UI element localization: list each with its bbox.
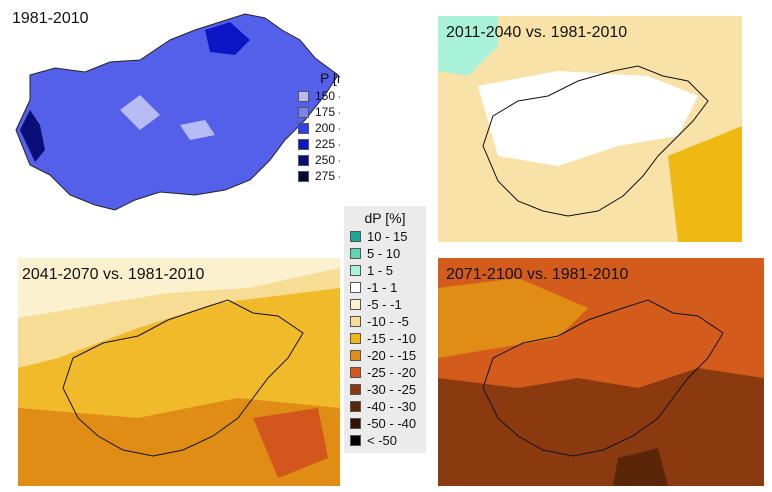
p1-white-zone bbox=[478, 71, 698, 166]
legend-dp-label: 10 - 15 bbox=[367, 229, 408, 244]
legend-p-swatch bbox=[298, 154, 309, 166]
light-region-east bbox=[180, 120, 215, 140]
hungary-outline-p1 bbox=[482, 65, 709, 217]
legend-dp-label: 1 - 5 bbox=[367, 263, 394, 278]
legend-p-item: 275 - 300 bbox=[298, 168, 340, 184]
legend-p-items: 150 - 175 175 - 200 200 - 225 225 - 250 250 … bbox=[298, 88, 340, 184]
legend-p-label: 200 - 225 bbox=[315, 121, 340, 135]
legend-dp-item: -1 - 1 bbox=[350, 279, 420, 296]
legend-dp-label: -5 - -1 bbox=[367, 297, 402, 312]
p2-pale-strip bbox=[18, 258, 340, 318]
legend-p-label: 175 - 200 bbox=[315, 105, 340, 119]
panel-title-2041-2070: 2041-2070 vs. 1981-2010 bbox=[22, 266, 205, 283]
map-p1-svg bbox=[438, 16, 742, 242]
dark-region-northeast bbox=[205, 22, 250, 55]
legend-dp-items: 10 - 15 5 - 10 1 - 5 -1 - 1 -5 - -1 -10 - -5 -… bbox=[350, 228, 420, 449]
legend-dp-swatch bbox=[350, 435, 361, 446]
legend-dp-label: -10 - -5 bbox=[367, 314, 409, 329]
legend-dp-swatch bbox=[350, 350, 361, 361]
p2-red-patch bbox=[253, 408, 328, 478]
map-panel-2041-2070: 2041-2070 vs. 1981-2010 bbox=[18, 258, 340, 486]
legend-p-item: 250 - 275 bbox=[298, 152, 340, 168]
legend-dp-label: 5 - 10 bbox=[367, 246, 401, 261]
legend-p-swatch bbox=[298, 122, 309, 134]
legend-dp-label: -1 - 1 bbox=[367, 280, 398, 295]
legend-p-label: 225 - 250 bbox=[315, 137, 340, 151]
legend-dp-item: 5 - 10 bbox=[350, 245, 420, 262]
legend-dp-item: -25 - -20 bbox=[350, 364, 420, 381]
legend-dp-label: -25 - -20 bbox=[367, 365, 417, 380]
legend-dp-swatch bbox=[350, 418, 361, 429]
legend-dp-item: -20 - -15 bbox=[350, 347, 420, 364]
p4-darkbrown-patch bbox=[613, 448, 668, 486]
legend-p-item: 225 - 250 bbox=[298, 136, 340, 152]
legend-dp-swatch bbox=[350, 248, 361, 259]
legend-dp-label: < -50 bbox=[367, 433, 397, 448]
legend-dp-item: -40 - -30 bbox=[350, 398, 420, 415]
legend-dp-swatch bbox=[350, 231, 361, 242]
legend-p-item: 150 - 175 bbox=[298, 88, 340, 104]
legend-dp-swatch bbox=[350, 316, 361, 327]
dark-region-west bbox=[20, 110, 45, 162]
legend-dp-swatch bbox=[350, 299, 361, 310]
legend-dp-label: -15 - -10 bbox=[367, 331, 417, 346]
panel-title-2071-2100: 2071-2100 vs. 1981-2010 bbox=[446, 266, 629, 283]
legend-p-swatch bbox=[298, 170, 309, 182]
map-p2-svg bbox=[18, 258, 340, 486]
panel-title-baseline: 1981-2010 bbox=[12, 10, 89, 27]
map-panel-2011-2040: 2011-2040 vs. 1981-2010 bbox=[438, 16, 742, 242]
panel-title-2011-2040: 2011-2040 vs. 1981-2010 bbox=[446, 24, 628, 41]
map-panel-2071-2100: 2071-2100 vs. 1981-2010 bbox=[438, 258, 764, 486]
legend-dp-swatch bbox=[350, 367, 361, 378]
legend-dp-title: dP [%] bbox=[364, 210, 406, 226]
p1-orange-zone bbox=[668, 126, 742, 242]
map-panel-baseline: 1981-2010 P [mm] 150 - 175 175 - 200 200 -… bbox=[0, 0, 340, 230]
legend-p-item: 175 - 200 bbox=[298, 104, 340, 120]
legend-dp-item: 10 - 15 bbox=[350, 228, 420, 245]
hungary-outline-p2 bbox=[62, 299, 304, 457]
legend-p-label: 150 - 175 bbox=[315, 89, 340, 103]
legend-precipitation: P [mm] 150 - 175 175 - 200 200 - 225 225 - … bbox=[298, 70, 340, 184]
legend-p-title: P [mm] bbox=[319, 70, 340, 86]
hungary-outline-baseline bbox=[15, 13, 339, 211]
legend-p-label: 250 - 275 bbox=[315, 153, 340, 167]
legend-dp-swatch bbox=[350, 265, 361, 276]
legend-p-item: 200 - 225 bbox=[298, 120, 340, 136]
light-region-center bbox=[120, 95, 160, 130]
legend-p-swatch bbox=[298, 90, 309, 102]
legend-dp-item: -10 - -5 bbox=[350, 313, 420, 330]
legend-dp-swatch bbox=[350, 333, 361, 344]
map-baseline-svg bbox=[15, 13, 339, 211]
map-p4-svg bbox=[438, 258, 764, 486]
legend-dp-label: -40 - -30 bbox=[367, 399, 417, 414]
legend-dp-item: 1 - 5 bbox=[350, 262, 420, 279]
legend-dp-label: -50 - -40 bbox=[367, 416, 417, 431]
legend-p-swatch bbox=[298, 106, 309, 118]
legend-dp-item: -5 - -1 bbox=[350, 296, 420, 313]
legend-dp-swatch bbox=[350, 282, 361, 293]
legend-dp-change: dP [%] 10 - 15 5 - 10 1 - 5 -1 - 1 -5 - -1 -1… bbox=[344, 206, 426, 453]
p4-brown-south bbox=[438, 368, 764, 486]
p1-green-corner bbox=[438, 16, 498, 76]
legend-dp-label: -20 - -15 bbox=[367, 348, 417, 363]
legend-dp-item: -15 - -10 bbox=[350, 330, 420, 347]
legend-dp-swatch bbox=[350, 384, 361, 395]
legend-dp-swatch bbox=[350, 401, 361, 412]
legend-dp-item: -30 - -25 bbox=[350, 381, 420, 398]
legend-dp-item: < -50 bbox=[350, 432, 420, 449]
legend-dp-item: -50 - -40 bbox=[350, 415, 420, 432]
hungary-outline-p4 bbox=[482, 299, 724, 457]
legend-p-label: 275 - 300 bbox=[315, 169, 340, 183]
legend-p-swatch bbox=[298, 138, 309, 150]
legend-dp-label: -30 - -25 bbox=[367, 382, 417, 397]
